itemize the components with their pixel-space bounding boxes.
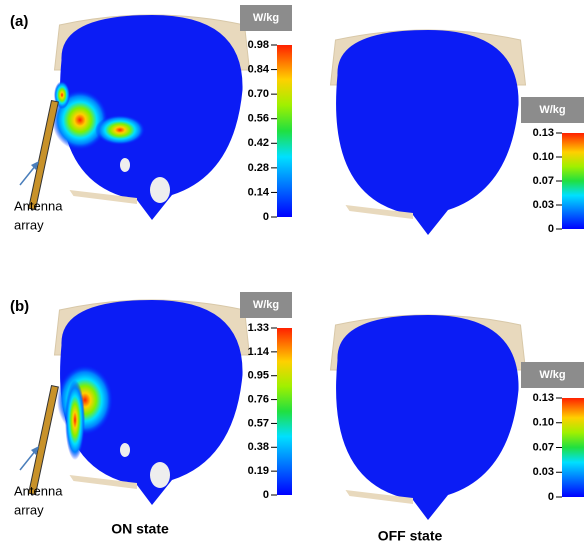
footer-on: ON state: [111, 521, 169, 537]
tick-label: 1.33: [248, 322, 269, 334]
arrow: [20, 165, 36, 185]
tick-label: 0.10: [533, 151, 554, 163]
tick-label: 0.98: [248, 39, 269, 51]
tick-label: 0: [263, 211, 269, 223]
unit-label: W/kg: [539, 369, 565, 381]
white-spot: [120, 158, 130, 172]
colorbar: [277, 328, 292, 495]
tick-label: 0.14: [248, 186, 270, 198]
hotspot: [95, 115, 145, 145]
hotspot: [65, 380, 85, 460]
tick-label: 0: [548, 223, 554, 235]
antenna: [29, 101, 59, 210]
tick-label: 0.76: [248, 393, 269, 405]
colorbar: [562, 398, 584, 497]
head-map: [336, 315, 518, 520]
tick-label: 0.42: [248, 137, 269, 149]
tick-label: 0.19: [248, 465, 269, 477]
arrow: [20, 450, 36, 470]
unit-label: W/kg: [253, 299, 279, 311]
tick-label: 0.13: [533, 392, 554, 404]
tick-label: 0: [263, 489, 269, 501]
panel-label: (a): [10, 13, 28, 30]
white-spot: [120, 443, 130, 457]
annotation: array: [14, 217, 44, 232]
colorbar: [562, 133, 584, 229]
unit-label: W/kg: [253, 12, 279, 24]
tick-label: 0.10: [533, 417, 554, 429]
tick-label: 0.07: [533, 441, 554, 453]
tick-label: 0: [548, 491, 554, 503]
white-spot: [150, 462, 170, 488]
annotation: Antenna: [14, 483, 63, 498]
panel-label: (b): [10, 298, 29, 315]
tick-label: 0.07: [533, 175, 554, 187]
tick-label: 0.57: [248, 417, 269, 429]
tick-label: 0.70: [248, 88, 269, 100]
head-map: [336, 30, 518, 235]
tick-label: 0.03: [533, 466, 554, 478]
tick-label: 0.28: [248, 162, 269, 174]
tick-label: 0.38: [248, 441, 269, 453]
tick-label: 0.03: [533, 199, 554, 211]
tick-label: 0.84: [248, 63, 270, 75]
tick-label: 0.95: [248, 370, 269, 382]
tick-label: 0.56: [248, 113, 269, 125]
white-spot: [150, 177, 170, 203]
tick-label: 0.13: [533, 127, 554, 139]
annotation: array: [14, 502, 44, 517]
footer-off: OFF state: [378, 528, 443, 544]
tick-label: 1.14: [248, 346, 270, 358]
antenna: [29, 386, 59, 495]
annotation: Antenna: [14, 198, 63, 213]
colorbar: [277, 45, 292, 217]
figure: ON state OFF state (a) Antenna array W/kg 0.…: [0, 0, 584, 545]
unit-label: W/kg: [539, 104, 565, 116]
